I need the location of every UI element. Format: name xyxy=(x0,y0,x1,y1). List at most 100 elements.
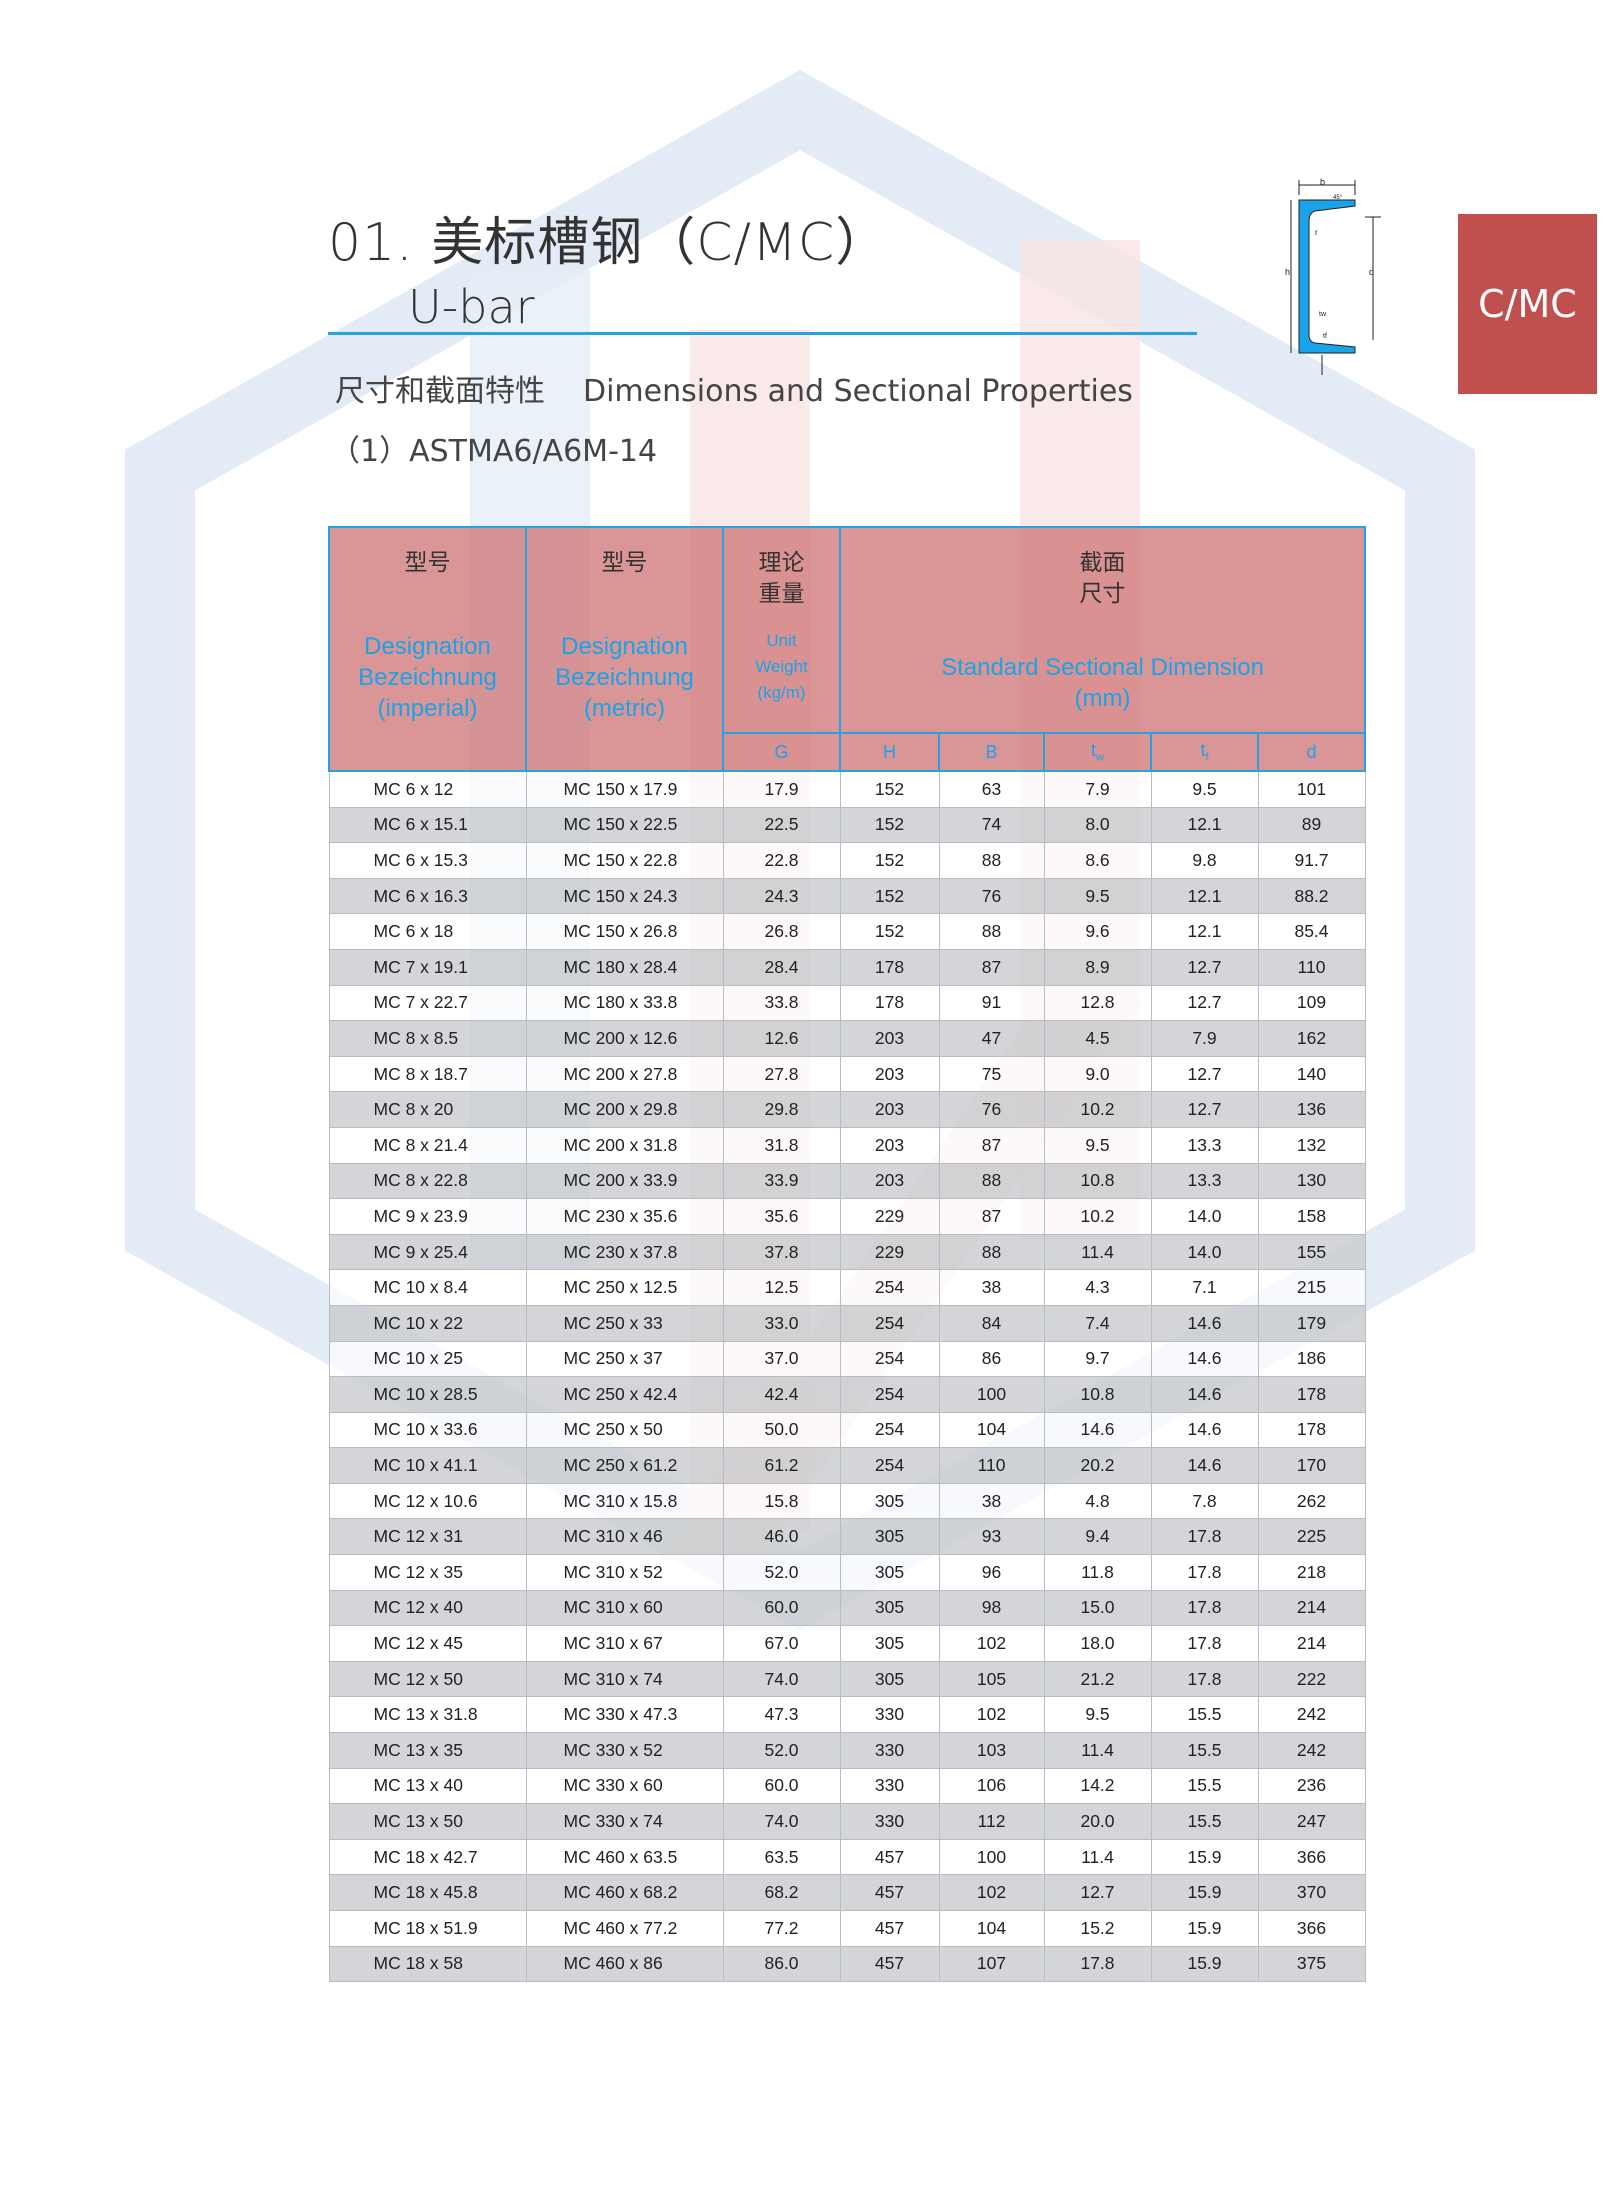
table-row: MC 12 x 50 MC 310 x 74 74.0 305 105 21.2 17.8 2… xyxy=(328,1660,1366,1698)
cell-b: 88 xyxy=(938,913,1045,950)
table-row: MC 7 x 22.7 MC 180 x 33.8 33.8 178 91 12.8 12.… xyxy=(328,984,1366,1022)
cell-d: 247 xyxy=(1257,1803,1366,1840)
cell-metric: MC 250 x 12.5 xyxy=(525,1269,724,1306)
cell-imperial: MC 8 x 18.7 xyxy=(328,1055,527,1093)
cell-tf: 12.7 xyxy=(1150,1091,1259,1128)
table-row: MC 10 x 33.6 MC 250 x 50 50.0 254 104 14.6 14.… xyxy=(328,1411,1366,1449)
cell-imperial: MC 13 x 35 xyxy=(328,1732,527,1769)
cell-b: 107 xyxy=(938,1945,1045,1983)
cell-b: 100 xyxy=(938,1838,1045,1876)
cell-tw: 15.0 xyxy=(1043,1589,1152,1627)
cell-tw: 10.8 xyxy=(1043,1162,1152,1200)
cell-b: 106 xyxy=(938,1767,1045,1805)
cell-b: 74 xyxy=(938,806,1045,844)
header-en: Standard Sectional Dimension (mm) xyxy=(841,652,1364,714)
header-cn-line: 理论 xyxy=(758,550,805,576)
cell-tf: 14.6 xyxy=(1150,1340,1259,1378)
cell-metric: MC 310 x 46 xyxy=(525,1518,724,1556)
cell-d: 214 xyxy=(1257,1589,1366,1627)
cell-imperial: MC 10 x 25 xyxy=(328,1340,527,1378)
cell-imperial: MC 8 x 20 xyxy=(328,1091,527,1128)
cell-imperial: MC 12 x 45 xyxy=(328,1625,527,1662)
standard-label: （1）ASTMA6/A6M-14 xyxy=(330,434,658,469)
cell-metric: MC 250 x 61.2 xyxy=(525,1447,724,1484)
cell-tw: 9.6 xyxy=(1043,913,1152,950)
cell-h: 178 xyxy=(839,948,940,986)
cell-g: 29.8 xyxy=(722,1091,841,1128)
cell-h: 305 xyxy=(839,1518,940,1556)
cell-g: 67.0 xyxy=(722,1625,841,1662)
header-en-line: Bezeichnung xyxy=(358,664,497,691)
cell-d: 155 xyxy=(1257,1233,1366,1271)
cell-d: 242 xyxy=(1257,1696,1366,1734)
cell-tw: 10.2 xyxy=(1043,1091,1152,1128)
cell-g: 37.0 xyxy=(722,1340,841,1378)
cell-imperial: MC 13 x 40 xyxy=(328,1767,527,1805)
cell-d: 158 xyxy=(1257,1198,1366,1235)
cell-imperial: MC 6 x 16.3 xyxy=(328,877,527,915)
cell-imperial: MC 7 x 19.1 xyxy=(328,948,527,986)
cell-tw: 9.0 xyxy=(1043,1055,1152,1093)
cell-g: 31.8 xyxy=(722,1126,841,1164)
cell-h: 330 xyxy=(839,1696,940,1734)
table-row: MC 10 x 8.4 MC 250 x 12.5 12.5 254 38 4.3 7.1 2… xyxy=(328,1269,1366,1306)
cell-b: 75 xyxy=(938,1055,1045,1093)
cell-tf: 9.8 xyxy=(1150,842,1259,879)
subheader-tw: tw xyxy=(1043,732,1152,772)
cell-tw: 15.2 xyxy=(1043,1910,1152,1947)
cell-imperial: MC 18 x 51.9 xyxy=(328,1910,527,1947)
cell-metric: MC 330 x 60 xyxy=(525,1767,724,1805)
cell-metric: MC 460 x 68.2 xyxy=(525,1874,724,1911)
cell-metric: MC 180 x 28.4 xyxy=(525,948,724,986)
cell-d: 170 xyxy=(1257,1447,1366,1484)
cell-b: 91 xyxy=(938,984,1045,1022)
cell-tw: 11.8 xyxy=(1043,1554,1152,1591)
cell-b: 93 xyxy=(938,1518,1045,1556)
section-heading-cn: 尺寸和截面特性 xyxy=(335,374,545,409)
cell-imperial: MC 8 x 8.5 xyxy=(328,1020,527,1057)
cell-tw: 18.0 xyxy=(1043,1625,1152,1662)
table-row: MC 18 x 42.7 MC 460 x 63.5 63.5 457 100 11.4 1… xyxy=(328,1838,1366,1876)
table-row: MC 13 x 35 MC 330 x 52 52.0 330 103 11.4 15.5 2… xyxy=(328,1732,1366,1769)
svg-text:h: h xyxy=(1285,267,1290,277)
cell-d: 366 xyxy=(1257,1910,1366,1947)
cell-g: 42.4 xyxy=(722,1376,841,1413)
cell-h: 305 xyxy=(839,1482,940,1520)
cell-g: 26.8 xyxy=(722,913,841,950)
cell-imperial: MC 12 x 31 xyxy=(328,1518,527,1556)
cell-imperial: MC 10 x 33.6 xyxy=(328,1411,527,1449)
cell-tw: 9.5 xyxy=(1043,877,1152,915)
cell-b: 98 xyxy=(938,1589,1045,1627)
cell-b: 88 xyxy=(938,1233,1045,1271)
cell-imperial: MC 8 x 21.4 xyxy=(328,1126,527,1164)
section-heading-en: Dimensions and Sectional Properties xyxy=(583,374,1133,409)
cell-tw: 11.4 xyxy=(1043,1233,1152,1271)
cell-g: 86.0 xyxy=(722,1945,841,1983)
cell-b: 88 xyxy=(938,1162,1045,1200)
cell-tw: 4.5 xyxy=(1043,1020,1152,1057)
table-row: MC 12 x 31 MC 310 x 46 46.0 305 93 9.4 17.8 225 xyxy=(328,1518,1366,1556)
table-row: MC 12 x 10.6 MC 310 x 15.8 15.8 305 38 4.8 7.8… xyxy=(328,1482,1366,1520)
cell-b: 76 xyxy=(938,877,1045,915)
svg-text:r: r xyxy=(1315,228,1318,237)
channel-section-diagram-icon: b 45° h d r tw tf xyxy=(1285,177,1381,375)
cell-d: 179 xyxy=(1257,1304,1366,1342)
cell-tf: 14.6 xyxy=(1150,1376,1259,1413)
cell-h: 229 xyxy=(839,1233,940,1271)
cell-metric: MC 330 x 74 xyxy=(525,1803,724,1840)
cell-g: 37.8 xyxy=(722,1233,841,1271)
cell-tw: 7.9 xyxy=(1043,770,1152,808)
cell-tw: 11.4 xyxy=(1043,1732,1152,1769)
cell-g: 24.3 xyxy=(722,877,841,915)
cell-imperial: MC 6 x 18 xyxy=(328,913,527,950)
cell-g: 74.0 xyxy=(722,1803,841,1840)
header-sectional-dimension: 截面 尺寸 Standard Sectional Dimension (mm) xyxy=(838,526,1367,734)
svg-text:45°: 45° xyxy=(1333,195,1343,201)
cell-imperial: MC 7 x 22.7 xyxy=(328,984,527,1022)
table-row: MC 18 x 58 MC 460 x 86 86.0 457 107 17.8 15.9 3… xyxy=(328,1945,1366,1983)
cell-h: 152 xyxy=(839,842,940,879)
cell-imperial: MC 12 x 10.6 xyxy=(328,1482,527,1520)
cell-tw: 21.2 xyxy=(1043,1660,1152,1698)
table-row: MC 9 x 25.4 MC 230 x 37.8 37.8 229 88 11.4 14.… xyxy=(328,1233,1366,1271)
cell-d: 366 xyxy=(1257,1838,1366,1876)
